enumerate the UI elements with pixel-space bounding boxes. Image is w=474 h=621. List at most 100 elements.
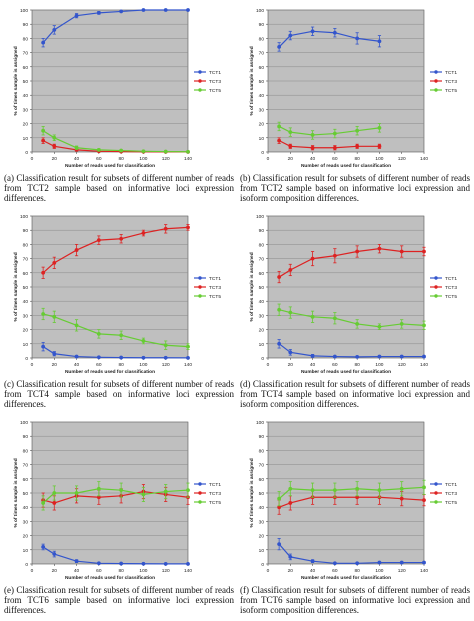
data-point-TCT1: [141, 355, 146, 360]
data-point-TCT3: [186, 225, 190, 230]
caption-d: (d) Classification result for subsets of…: [240, 379, 470, 410]
x-tick-label: 140: [420, 156, 428, 162]
y-tick-label: 60: [259, 271, 265, 277]
x-tick-label: 80: [354, 362, 360, 368]
y-tick-label: 10: [259, 342, 265, 348]
data-point-TCT5: [74, 145, 79, 150]
data-point-TCT3: [41, 270, 46, 275]
x-tick-label: 140: [184, 156, 192, 162]
y-tick-label: 30: [259, 107, 265, 113]
x-tick-label: 100: [375, 568, 383, 574]
data-point-TCT5: [74, 491, 79, 495]
x-tick-label: 0: [31, 362, 34, 368]
y-tick-label: 50: [259, 491, 265, 497]
y-tick-label: 70: [23, 257, 29, 263]
data-point-TCT3: [399, 496, 404, 501]
y-tick-label: 40: [23, 505, 29, 511]
y-tick-label: 90: [259, 434, 265, 440]
data-point-TCT5: [310, 314, 315, 319]
series-line-TCT3: [42, 226, 189, 274]
legend-marker-TCT5: [198, 500, 202, 504]
data-point-TCT5: [332, 131, 337, 136]
series-line-TCT3: [278, 140, 380, 149]
legend-marker-TCT3: [434, 79, 438, 83]
data-point-TCT1: [277, 542, 282, 547]
x-tick-label: 0: [267, 156, 270, 162]
data-point-TCT1: [186, 561, 190, 566]
data-point-TCT1: [355, 36, 360, 41]
legend-label-TCT3: TCT3: [209, 491, 221, 497]
data-point-TCT3: [52, 501, 57, 505]
data-point-TCT5: [377, 324, 382, 329]
y-tick-label: 70: [23, 463, 29, 469]
data-point-TCT3: [377, 246, 382, 251]
legend-label-TCT3: TCT3: [445, 79, 457, 85]
y-tick-label: 40: [23, 299, 29, 305]
caption-c: (c) Classification result for subsets of…: [4, 379, 234, 410]
legend-label-TCT1: TCT1: [445, 276, 457, 282]
x-tick-label: 120: [398, 156, 406, 162]
panel-e: 0 10 20 30 40 50 60 70 80 90 100 0 20 40 60 80 100 120 140…: [2, 414, 236, 618]
y-tick-label: 50: [23, 491, 29, 497]
legend-label-TCT1: TCT1: [209, 70, 221, 76]
y-tick-label: 20: [259, 122, 265, 128]
x-tick-label: 20: [52, 362, 58, 368]
data-point-TCT1: [377, 560, 382, 565]
data-point-TCT3: [355, 249, 360, 254]
x-tick-label: 60: [332, 156, 338, 162]
series-line-TCT1: [278, 343, 424, 358]
x-tick-label: 60: [332, 362, 338, 368]
caption-b: (b) Classification result for subsets of…: [240, 173, 470, 204]
data-point-TCT3: [74, 248, 79, 252]
data-point-TCT3: [141, 231, 146, 235]
y-tick-label: 90: [23, 434, 29, 440]
x-tick-label: 120: [162, 156, 170, 162]
x-tick-label: 140: [184, 568, 192, 574]
legend-marker-TCT3: [434, 491, 438, 495]
x-tick-label: 20: [52, 156, 58, 162]
data-point-TCT3: [422, 249, 426, 254]
data-point-TCT1: [74, 354, 79, 359]
x-tick-label: 100: [375, 156, 383, 162]
data-point-TCT3: [41, 138, 46, 143]
x-tick-label: 40: [74, 568, 80, 574]
data-point-TCT5: [288, 310, 293, 315]
x-tick-label: 40: [310, 362, 316, 368]
data-point-TCT3: [96, 238, 101, 243]
series-line-TCT3: [278, 496, 425, 508]
data-point-TCT3: [96, 495, 101, 500]
legend-label-TCT3: TCT3: [445, 491, 457, 497]
series-line-TCT5: [278, 486, 425, 500]
panel-a: 0 10 20 30 40 50 60 70 80 90 100 0 20 40 60 80 100 120 140…: [2, 2, 236, 206]
y-tick-label: 0: [25, 150, 28, 156]
data-point-TCT1: [52, 351, 57, 356]
data-point-TCT3: [422, 498, 426, 502]
data-point-TCT3: [355, 144, 360, 149]
x-tick-label: 60: [96, 156, 102, 162]
data-point-TCT5: [332, 316, 337, 321]
data-point-TCT5: [41, 501, 46, 505]
data-point-TCT5: [52, 491, 57, 495]
data-point-TCT5: [399, 486, 404, 491]
y-tick-label: 40: [259, 505, 265, 511]
x-tick-label: 0: [267, 362, 270, 368]
y-tick-label: 100: [20, 8, 28, 14]
legend-marker-TCT5: [198, 88, 202, 92]
data-point-TCT1: [186, 355, 190, 360]
y-tick-label: 60: [23, 271, 29, 277]
y-tick-label: 40: [259, 299, 265, 305]
y-tick-label: 80: [23, 448, 29, 454]
data-point-TCT5: [141, 339, 146, 343]
data-point-TCT1: [74, 13, 79, 18]
data-point-TCT3: [288, 268, 293, 272]
legend-marker-TCT5: [198, 294, 202, 298]
y-tick-label: 0: [25, 356, 28, 362]
x-tick-label: 40: [310, 156, 316, 162]
legend-label-TCT5: TCT5: [445, 88, 457, 94]
data-point-TCT5: [52, 135, 57, 140]
y-axis-label: % of times sample is assigned: [13, 252, 19, 321]
data-point-TCT1: [277, 45, 282, 49]
y-tick-label: 80: [23, 36, 29, 42]
legend-label-TCT5: TCT5: [445, 294, 457, 300]
legend-label-TCT3: TCT3: [209, 79, 221, 85]
